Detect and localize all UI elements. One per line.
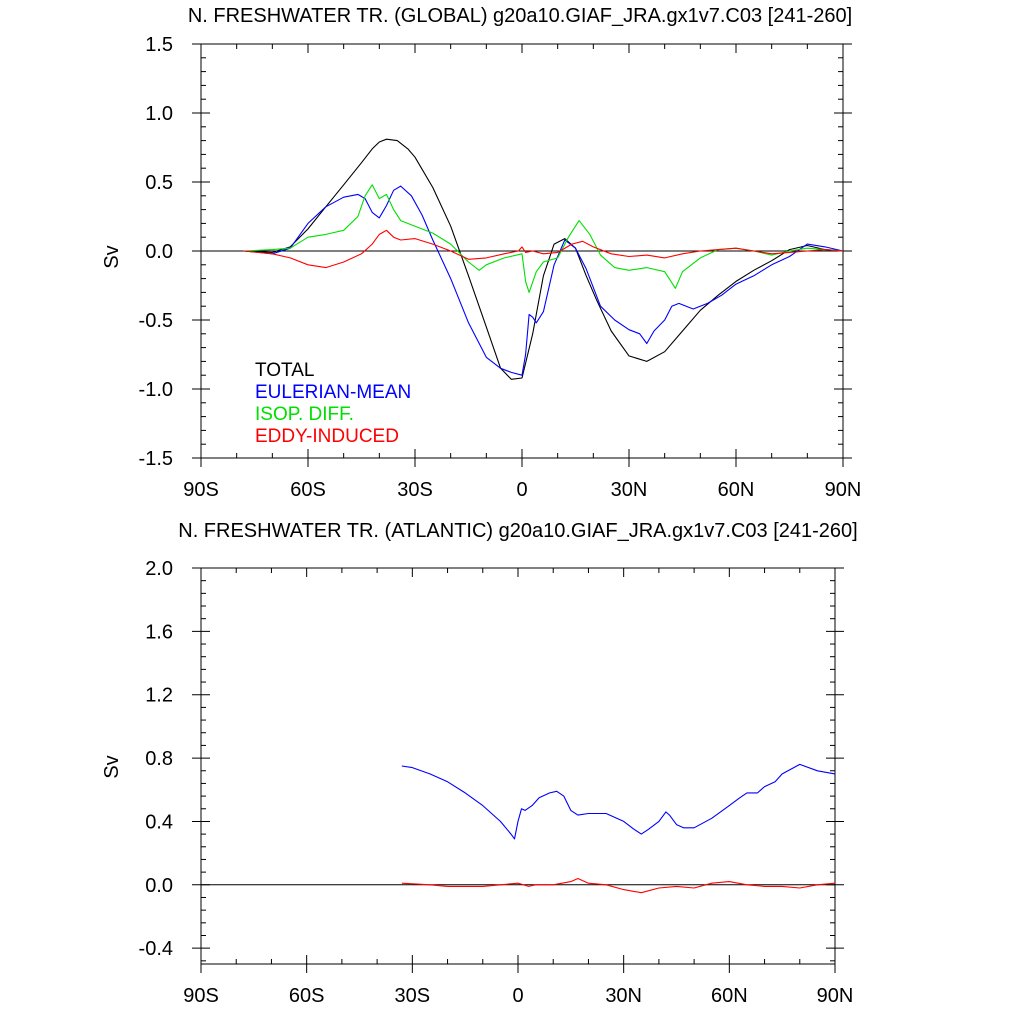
- atlantic-x-tick-label: 90S: [183, 985, 219, 1007]
- global-ticks: 90S 60S 30S 0 30N 60N 90N -1.5 -1.0 -0.5 0.0 0.5 1.0…: [139, 34, 862, 501]
- global-y-tick-label: 1.5: [145, 34, 173, 56]
- atlantic-x-tick-label: 30N: [605, 985, 642, 1007]
- global-x-tick-label: 60N: [718, 479, 755, 501]
- atlantic-y-tick-label: 0.4: [145, 811, 173, 833]
- global-y-tick-label: 0.5: [145, 172, 173, 194]
- atlantic-plot-frame: [200, 567, 836, 965]
- global-chart-title: N. FRESHWATER TR. (GLOBAL) g20a10.GIAF_J…: [188, 5, 852, 27]
- global-y-tick-label: -0.5: [139, 310, 173, 332]
- atlantic-y-axis-label: Sv: [101, 755, 123, 778]
- global-x-tick-label: 30S: [397, 479, 433, 501]
- global-x-tick-label: 60S: [290, 479, 326, 501]
- legend-isop-diff: ISOP. DIFF.: [255, 404, 354, 425]
- atlantic-series-eddy-induced: [401, 877, 836, 894]
- atlantic-y-tick-label: -0.4: [139, 938, 173, 960]
- legend-eddy-induced: EDDY-INDUCED: [255, 426, 399, 447]
- global-series-total: [243, 138, 844, 380]
- atlantic-y-tick-label: 0.8: [145, 748, 173, 770]
- atlantic-x-tick-label: 60S: [289, 985, 325, 1007]
- global-series-eddy-induced: [243, 229, 844, 269]
- global-y-axis-label: Sv: [101, 245, 123, 268]
- global-series-lines: [243, 138, 844, 380]
- atlantic-y-tick-label: 0.0: [145, 875, 173, 897]
- global-y-tick-label: 1.0: [145, 103, 173, 125]
- atlantic-x-tick-label: 0: [512, 985, 523, 1007]
- global-legend: TOTAL EULERIAN-MEAN ISOP. DIFF. EDDY-IND…: [255, 360, 411, 447]
- global-y-tick-label: -1.0: [139, 379, 173, 401]
- global-x-tick-label: 90S: [183, 479, 219, 501]
- atlantic-y-tick-label: 1.2: [145, 685, 173, 707]
- atlantic-series-lines: [401, 763, 836, 894]
- atlantic-x-tick-label: 90N: [817, 985, 854, 1007]
- atlantic-y-tick-label: 2.0: [145, 558, 173, 580]
- global-x-tick-label: 0: [516, 479, 527, 501]
- global-series-eulerian-mean: [243, 185, 844, 376]
- atlantic-series-eulerian-mean: [401, 763, 836, 840]
- atlantic-ticks: 90S 60S 30S 0 30N 60N 90N -0.4 0.0 0.4 0.8 1.2 1.6 2.…: [139, 558, 854, 1007]
- atlantic-x-tick-label: 30S: [395, 985, 431, 1007]
- global-series-isop-diff: [243, 184, 844, 293]
- global-x-tick-label: 30N: [611, 479, 648, 501]
- atlantic-panel: N. FRESHWATER TR. (ATLANTIC) g20a10.GIAF…: [101, 520, 858, 1007]
- atlantic-x-tick-label: 60N: [711, 985, 748, 1007]
- atlantic-chart-title: N. FRESHWATER TR. (ATLANTIC) g20a10.GIAF…: [178, 520, 857, 542]
- global-panel: N. FRESHWATER TR. (GLOBAL) g20a10.GIAF_J…: [101, 5, 861, 501]
- legend-eulerian-mean: EULERIAN-MEAN: [255, 382, 411, 403]
- global-y-tick-label: 0.0: [145, 241, 173, 263]
- atlantic-y-tick-label: 1.6: [145, 621, 173, 643]
- global-x-tick-label: 90N: [825, 479, 862, 501]
- legend-total: TOTAL: [255, 360, 314, 381]
- global-y-tick-label: -1.5: [139, 448, 173, 470]
